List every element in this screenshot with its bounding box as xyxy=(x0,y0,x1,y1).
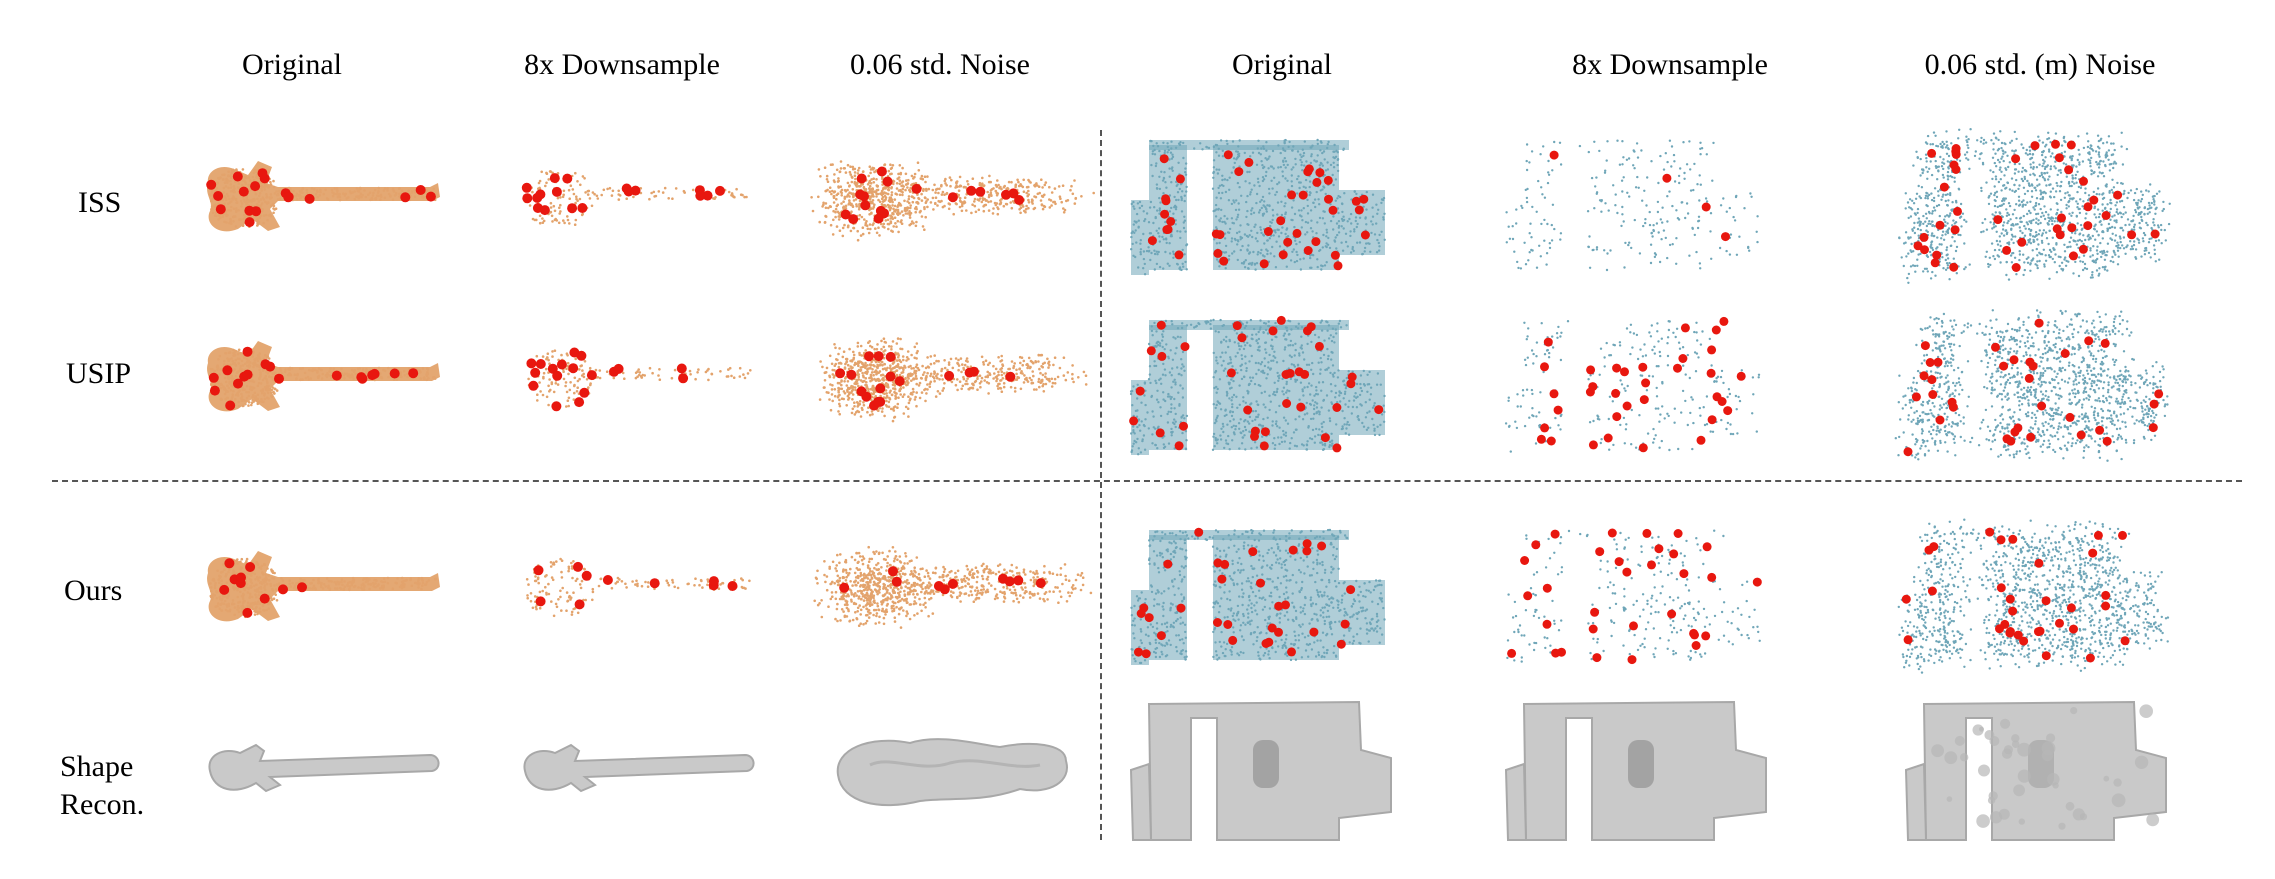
guitar-cell-usip-original xyxy=(180,315,470,445)
guitar-recon-noise xyxy=(810,705,1100,835)
guitar-cell-usip-downsample xyxy=(495,315,785,445)
horizontal-divider xyxy=(52,480,2242,482)
room-cell-usip-downsample xyxy=(1490,300,1790,475)
room-cell-ours-original xyxy=(1115,510,1415,685)
row-label-shape-recon: Shape Recon. xyxy=(60,750,145,821)
row-label-ours: Ours xyxy=(64,574,123,607)
guitar-recon-downsample xyxy=(495,705,785,835)
guitar-cell-iss-downsample xyxy=(495,135,785,265)
column-header-original-guitar: Original xyxy=(242,48,342,81)
guitar-recon-original xyxy=(180,705,470,835)
guitar-cell-ours-original xyxy=(180,525,470,655)
room-recon-downsample xyxy=(1490,690,1790,865)
column-header-original-room: Original xyxy=(1232,48,1332,81)
room-cell-usip-noise xyxy=(1890,300,2190,475)
row-label-usip: USIP xyxy=(66,357,132,390)
guitar-cell-iss-original xyxy=(180,135,470,265)
guitar-cell-ours-noise xyxy=(810,525,1100,655)
column-header-downsample-guitar: 8x Downsample xyxy=(524,48,720,81)
vertical-divider xyxy=(1100,130,1102,840)
room-recon-original xyxy=(1115,690,1415,865)
column-header-noise-room: 0.06 std. (m) Noise xyxy=(1924,48,2156,81)
room-cell-ours-noise xyxy=(1890,510,2190,685)
room-cell-iss-downsample xyxy=(1490,120,1790,295)
guitar-cell-iss-noise xyxy=(810,135,1100,265)
row-label-iss: ISS xyxy=(78,186,122,219)
guitar-cell-ours-downsample xyxy=(495,525,785,655)
guitar-cell-usip-noise xyxy=(810,315,1100,445)
room-cell-iss-original xyxy=(1115,120,1415,295)
room-recon-noise xyxy=(1890,690,2190,865)
column-header-noise-guitar: 0.06 std. Noise xyxy=(850,48,1030,81)
room-cell-usip-original xyxy=(1115,300,1415,475)
column-header-downsample-room: 8x Downsample xyxy=(1572,48,1768,81)
room-cell-ours-downsample xyxy=(1490,510,1790,685)
room-cell-iss-noise xyxy=(1890,120,2190,295)
